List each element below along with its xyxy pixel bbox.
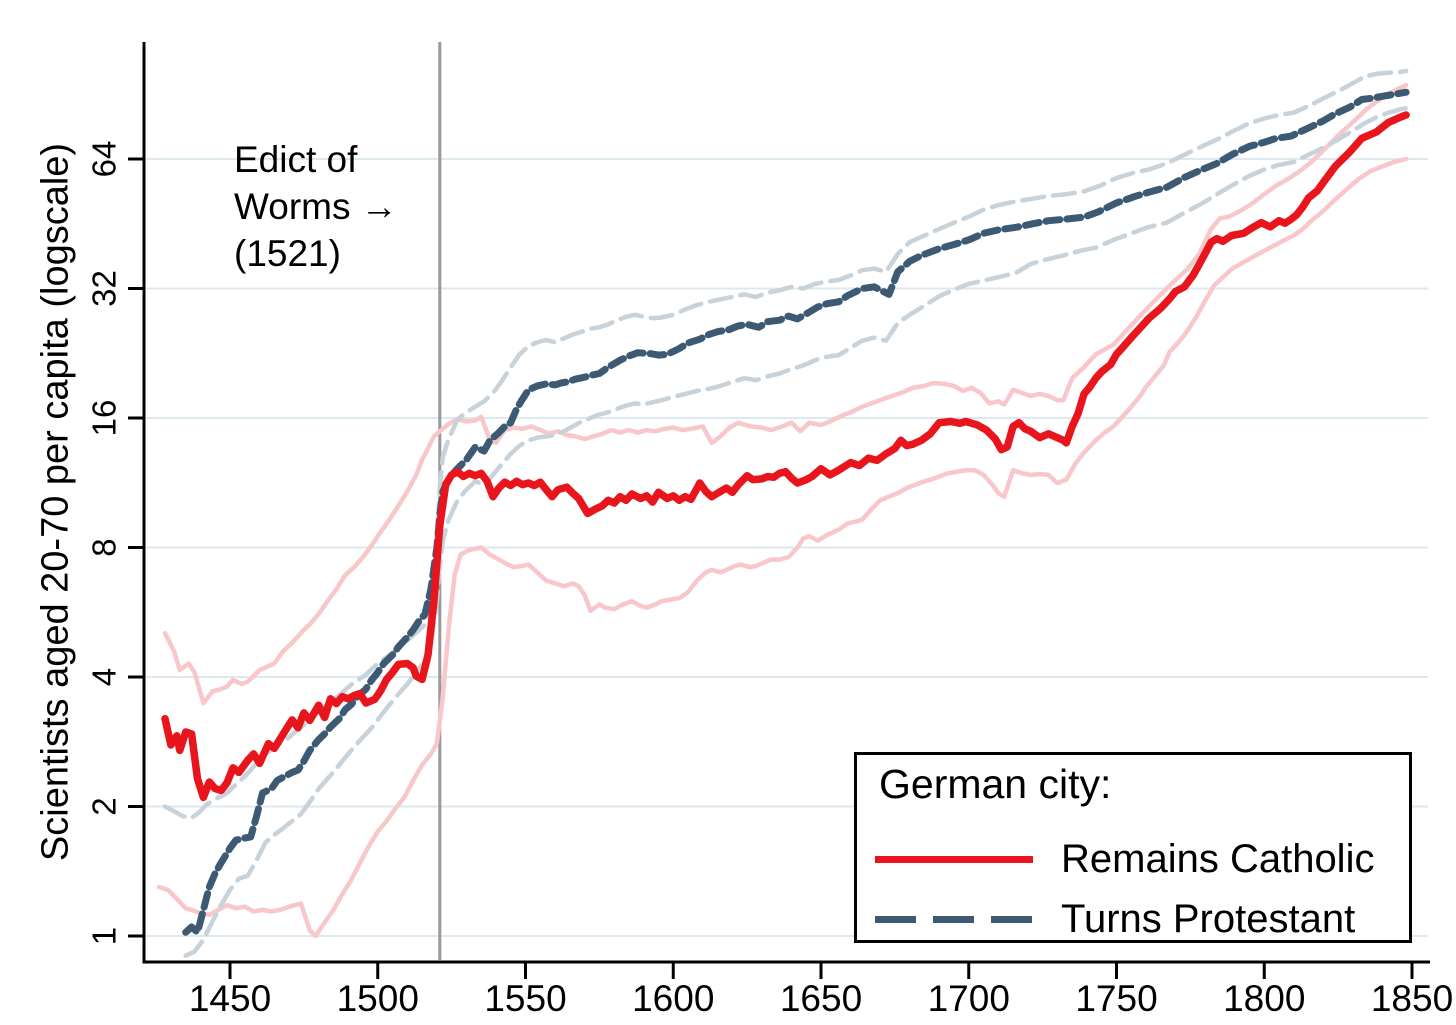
edict-annotation: Edict of Worms → (1521) — [234, 136, 398, 277]
catholic-line-swatch — [875, 855, 1033, 863]
legend-title: German city: — [879, 761, 1112, 807]
y-tick-label-64: 64 — [86, 141, 123, 178]
x-tick-label-1850: 1850 — [1371, 978, 1453, 1019]
y-tick-label-8: 8 — [86, 538, 123, 556]
x-tick-label-1550: 1550 — [484, 978, 566, 1019]
series-protestant — [182, 88, 1410, 936]
edict-annotation-line1: Edict of — [234, 139, 358, 180]
legend-item-remains-catholic: Remains Catholic — [875, 835, 1374, 883]
x-tick-label-1650: 1650 — [780, 978, 862, 1019]
x-tick-label-1600: 1600 — [632, 978, 714, 1019]
edict-annotation-line3: (1521) — [234, 233, 341, 274]
edict-annotation-line2: Worms → — [234, 186, 398, 227]
tick-label-layer: 1 2 4 8 16 32 64 1450 1500 1550 1600 1650 1700 1750 18… — [86, 141, 1453, 1019]
series-protestant_ci_lower — [183, 105, 1409, 958]
y-tick-label-2: 2 — [86, 797, 123, 815]
series-catholic — [161, 111, 1410, 802]
legend-label-turns-protestant: Turns Protestant — [1061, 896, 1356, 941]
y-tick-label-4: 4 — [86, 668, 123, 686]
series-layer — [156, 68, 1410, 958]
y-tick-label-1: 1 — [86, 927, 123, 945]
series-catholic_ci_upper — [162, 82, 1409, 706]
protestant-line-swatch — [875, 915, 1033, 923]
series-catholic_ci_lower — [156, 156, 1409, 939]
legend-box: German city: Remains Catholic Turns Prot… — [854, 752, 1412, 943]
legend-label-remains-catholic: Remains Catholic — [1061, 836, 1375, 881]
x-tick-label-1500: 1500 — [337, 978, 419, 1019]
axis-layer — [128, 42, 1430, 979]
y-tick-label-32: 32 — [86, 270, 123, 307]
legend-item-turns-protestant: Turns Protestant — [875, 895, 1355, 943]
x-tick-label-1800: 1800 — [1223, 978, 1305, 1019]
y-axis-title: Scientists aged 20-70 per capita (logsca… — [34, 142, 77, 862]
x-tick-label-1750: 1750 — [1075, 978, 1157, 1019]
x-tick-label-1450: 1450 — [189, 978, 271, 1019]
series-protestant_ci_upper — [162, 68, 1409, 821]
x-tick-label-1700: 1700 — [928, 978, 1010, 1019]
y-tick-label-16: 16 — [86, 400, 123, 437]
